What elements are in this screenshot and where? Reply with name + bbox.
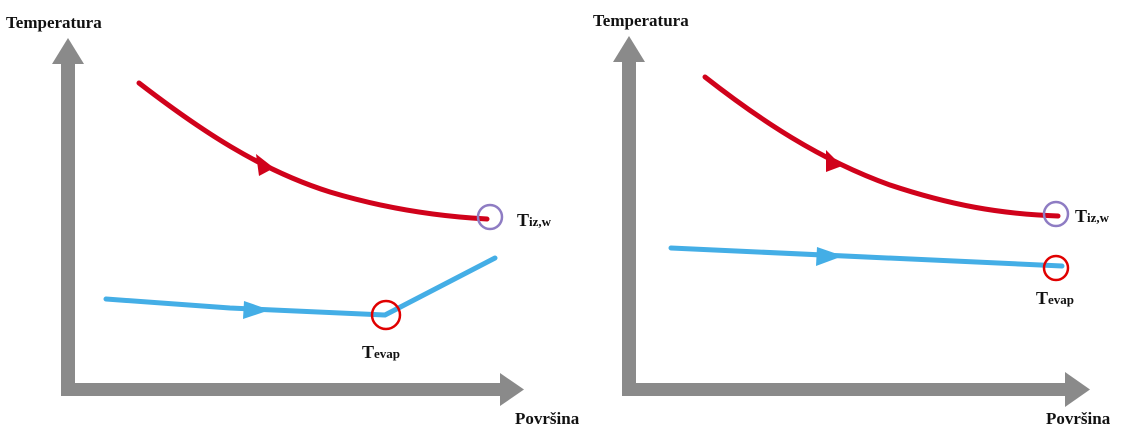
t-evap-label-right: Tevap	[1036, 288, 1074, 308]
outlet-marker-right	[1042, 200, 1070, 228]
t-evap-label-left: Tevap	[362, 342, 400, 362]
hot-flow-arrow-right	[826, 150, 842, 172]
hot-stream-curve-left	[136, 80, 490, 222]
t-outlet-label-left: Tiz,w	[517, 210, 552, 230]
pinch-marker-right	[1042, 254, 1070, 282]
panel-right: Temperatura Površina Tiz,w Tevap	[593, 11, 1111, 428]
x-axis-label-right: Površina	[1046, 409, 1111, 428]
panel-left: Temperatura Površina Tiz,w Tevap	[6, 13, 580, 428]
y-axis-label-left: Temperatura	[6, 13, 102, 32]
cold-flow-arrow-right	[816, 247, 843, 266]
x-axis-left	[61, 373, 524, 406]
cold-stream-curve-left	[103, 255, 498, 319]
x-axis-right	[622, 372, 1090, 407]
y-axis-label-right: Temperatura	[593, 11, 689, 30]
cold-flow-arrow-left	[243, 301, 270, 319]
x-axis-label-left: Površina	[515, 409, 580, 428]
hot-stream-curve-right	[702, 74, 1061, 219]
pinch-marker-left	[370, 299, 402, 331]
cold-stream-curve-right	[668, 245, 1065, 269]
hot-flow-arrow-left	[256, 154, 274, 176]
y-axis-left	[52, 38, 84, 396]
y-axis-right	[613, 36, 645, 396]
outlet-marker-left	[476, 203, 504, 231]
t-outlet-label-right: Tiz,w	[1075, 206, 1110, 226]
